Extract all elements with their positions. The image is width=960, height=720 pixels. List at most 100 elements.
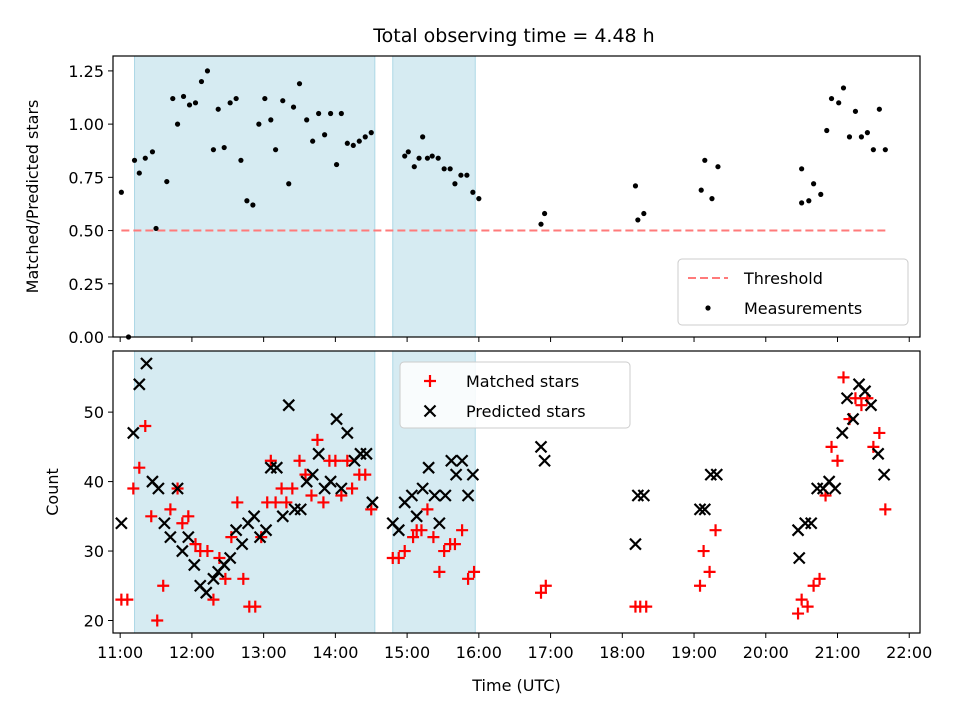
- data-point: [324, 475, 337, 488]
- series-matched-stars: [115, 371, 892, 627]
- data-point: [704, 468, 718, 481]
- data-point: [136, 170, 142, 176]
- legend-label: Predicted stars: [466, 402, 586, 421]
- data-point: [698, 187, 704, 193]
- series-predicted-stars: [115, 357, 891, 599]
- data-point: [441, 166, 447, 172]
- data-point: [538, 454, 551, 468]
- data-point: [264, 454, 277, 467]
- data-point: [416, 155, 422, 161]
- data-point: [438, 545, 451, 558]
- data-point: [201, 545, 214, 558]
- data-point: [792, 607, 805, 620]
- data-point: [873, 426, 886, 439]
- x-axis-label: Time (UTC): [471, 676, 560, 695]
- data-point: [541, 210, 548, 217]
- data-point: [464, 172, 470, 178]
- data-point: [449, 468, 463, 481]
- data-point: [424, 155, 431, 161]
- data-point: [855, 399, 868, 412]
- data-point: [798, 516, 812, 530]
- data-point: [223, 551, 237, 565]
- data-point: [244, 198, 250, 204]
- x-tick-label: 12:00: [169, 643, 215, 662]
- y-axis-label: Matched/Predicted stars: [23, 100, 42, 294]
- data-point: [296, 81, 303, 87]
- x-tick-label: 21:00: [814, 643, 860, 662]
- legend-box: [677, 258, 909, 326]
- data-point: [693, 503, 707, 516]
- data-point: [327, 110, 334, 117]
- data-point: [824, 127, 830, 134]
- data-point: [538, 221, 544, 227]
- data-point: [439, 489, 452, 502]
- data-point: [433, 516, 446, 530]
- data-point: [330, 412, 343, 426]
- data-point: [535, 586, 548, 599]
- data-point: [305, 489, 318, 502]
- data-point: [415, 524, 428, 537]
- data-point: [435, 155, 441, 161]
- data-point: [213, 551, 226, 564]
- data-point: [362, 134, 368, 140]
- data-point: [344, 140, 350, 146]
- data-point: [237, 572, 250, 585]
- data-point: [366, 496, 379, 509]
- data-point: [151, 614, 164, 627]
- data-point: [225, 531, 238, 544]
- series-measurements: [118, 68, 888, 340]
- data-point: [192, 100, 199, 106]
- data-point: [421, 503, 434, 516]
- data-point: [836, 100, 842, 106]
- data-point: [157, 579, 170, 592]
- data-point: [338, 110, 344, 117]
- data-point: [356, 138, 362, 144]
- data-point: [227, 100, 233, 106]
- data-point: [182, 530, 195, 544]
- data-point: [641, 210, 647, 217]
- data-point: [272, 147, 279, 153]
- data-point: [694, 579, 707, 592]
- data-point: [121, 593, 134, 606]
- data-point: [632, 183, 639, 189]
- data-point: [427, 531, 440, 544]
- data-point: [635, 217, 641, 223]
- data-point: [276, 510, 290, 523]
- data-point: [422, 461, 435, 474]
- data-point: [405, 489, 419, 502]
- legend-dot-swatch: [705, 305, 711, 311]
- data-point: [882, 147, 888, 153]
- data-point: [180, 93, 187, 100]
- data-point: [182, 510, 195, 523]
- data-point: [270, 461, 284, 474]
- data-point: [238, 157, 244, 163]
- data-point: [462, 572, 475, 585]
- data-point: [810, 482, 824, 495]
- y-tick-label: 0.50: [68, 222, 104, 241]
- data-point: [133, 378, 146, 391]
- data-point: [186, 102, 193, 108]
- y-tick-label: 30: [84, 542, 104, 561]
- data-point: [710, 468, 724, 481]
- data-point: [876, 106, 882, 112]
- data-point: [410, 510, 423, 523]
- y-tick-label: 0.25: [68, 275, 104, 294]
- data-point: [174, 121, 181, 127]
- data-point: [715, 164, 721, 170]
- legend: Threshold Measurements: [677, 258, 909, 326]
- data-point: [310, 138, 316, 144]
- data-point: [468, 565, 481, 578]
- data-point: [702, 157, 708, 163]
- data-point: [795, 593, 808, 606]
- data-point: [818, 191, 824, 197]
- data-point: [176, 544, 189, 558]
- x-tick-label: 19:00: [671, 643, 717, 662]
- data-point: [233, 95, 239, 102]
- data-point: [858, 134, 865, 140]
- data-point: [828, 95, 835, 102]
- data-point: [407, 531, 420, 544]
- x-tick-label: 16:00: [456, 643, 502, 662]
- data-point: [312, 447, 325, 461]
- data-point: [445, 454, 458, 468]
- data-point: [466, 468, 480, 481]
